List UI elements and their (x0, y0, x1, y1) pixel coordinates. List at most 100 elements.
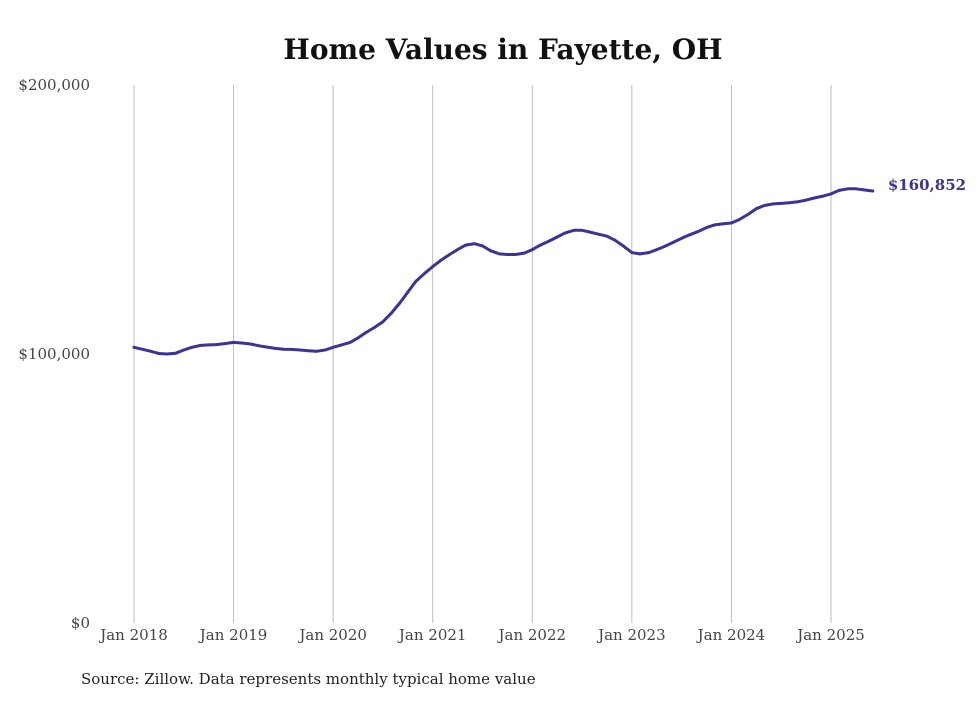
data-point (597, 232, 601, 236)
data-point (588, 230, 592, 234)
data-point (190, 345, 194, 349)
data-point (207, 343, 211, 347)
data-point (381, 320, 385, 324)
data-point (306, 349, 310, 353)
y-tick-label: $0 (71, 614, 90, 632)
data-point (331, 345, 335, 349)
data-point (406, 290, 410, 294)
y-tick-label: $100,000 (18, 345, 90, 363)
data-point (555, 235, 559, 239)
data-point (547, 239, 551, 243)
data-point (506, 253, 509, 256)
data-point (456, 248, 459, 252)
data-point (713, 223, 716, 227)
data-point (538, 243, 542, 247)
data-point (157, 352, 161, 355)
data-point (132, 345, 136, 349)
x-tick-label: Jan 2024 (696, 626, 766, 644)
data-point (697, 229, 700, 233)
data-point (846, 187, 850, 191)
data-point (182, 348, 186, 352)
data-point (829, 192, 833, 196)
data-point (232, 341, 236, 344)
data-point (680, 236, 683, 240)
y-axis-ticks: $0 $100,000 $200,000 (18, 76, 90, 632)
chart-title: Home Values in Fayette, OH (283, 33, 722, 66)
data-point (473, 242, 476, 246)
data-point (199, 344, 203, 347)
y-tick-label: $200,000 (18, 76, 90, 94)
gridlines (133, 85, 832, 623)
data-point (298, 348, 302, 352)
data-point (622, 245, 626, 248)
data-point (730, 221, 733, 225)
series-layer: $160,852 (132, 176, 966, 356)
x-tick-label: Jan 2022 (497, 626, 567, 644)
data-point (630, 251, 634, 255)
data-point (498, 252, 501, 256)
data-point (140, 347, 144, 351)
data-point (530, 248, 534, 252)
data-point (787, 201, 791, 205)
data-point (854, 187, 858, 191)
data-point (522, 251, 526, 255)
data-point (240, 341, 243, 345)
data-point (572, 228, 576, 232)
data-point (747, 212, 750, 216)
x-tick-label: Jan 2021 (397, 626, 467, 644)
data-point (862, 188, 866, 192)
data-point (638, 252, 642, 256)
series-line (132, 187, 875, 356)
data-point (771, 202, 775, 206)
data-point (563, 231, 567, 235)
data-point (754, 207, 758, 211)
data-point (373, 325, 377, 329)
data-point (348, 341, 352, 344)
data-point (464, 243, 467, 247)
data-point (439, 259, 443, 262)
data-point (423, 271, 427, 275)
data-point (448, 253, 451, 256)
data-point (389, 312, 393, 315)
data-point (762, 204, 766, 207)
x-tick-label: Jan 2025 (795, 626, 865, 644)
data-point (356, 336, 360, 340)
data-point (796, 200, 800, 204)
data-point (165, 352, 169, 356)
data-point (837, 189, 841, 192)
data-point (249, 342, 252, 346)
data-point (663, 245, 667, 248)
data-point (431, 265, 435, 268)
source-note: Source: Zillow. Data represents monthly … (81, 670, 536, 688)
data-point (314, 349, 318, 353)
data-point (289, 348, 293, 351)
data-point (282, 347, 285, 351)
data-point (613, 238, 617, 242)
x-tick-label: Jan 2018 (98, 626, 168, 644)
data-point (647, 251, 651, 255)
data-point (705, 226, 708, 230)
data-point (779, 202, 783, 205)
data-point (514, 253, 517, 256)
data-point (224, 342, 228, 345)
data-point (738, 218, 741, 221)
data-point (489, 249, 492, 253)
data-point (323, 348, 327, 352)
data-point (149, 349, 153, 353)
data-point (804, 198, 808, 202)
data-point (215, 343, 219, 346)
data-point (871, 189, 875, 193)
data-point (605, 234, 609, 238)
data-point (672, 240, 676, 244)
x-tick-label: Jan 2019 (198, 626, 268, 644)
x-axis-ticks: Jan 2018 Jan 2019 Jan 2020 Jan 2021 Jan 2022… (98, 626, 865, 644)
data-point (414, 280, 418, 283)
data-point (364, 331, 368, 334)
data-point (257, 344, 260, 348)
x-tick-label: Jan 2020 (297, 626, 367, 644)
data-point (821, 194, 825, 198)
data-point (580, 228, 584, 232)
last-value-label: $160,852 (888, 176, 966, 194)
